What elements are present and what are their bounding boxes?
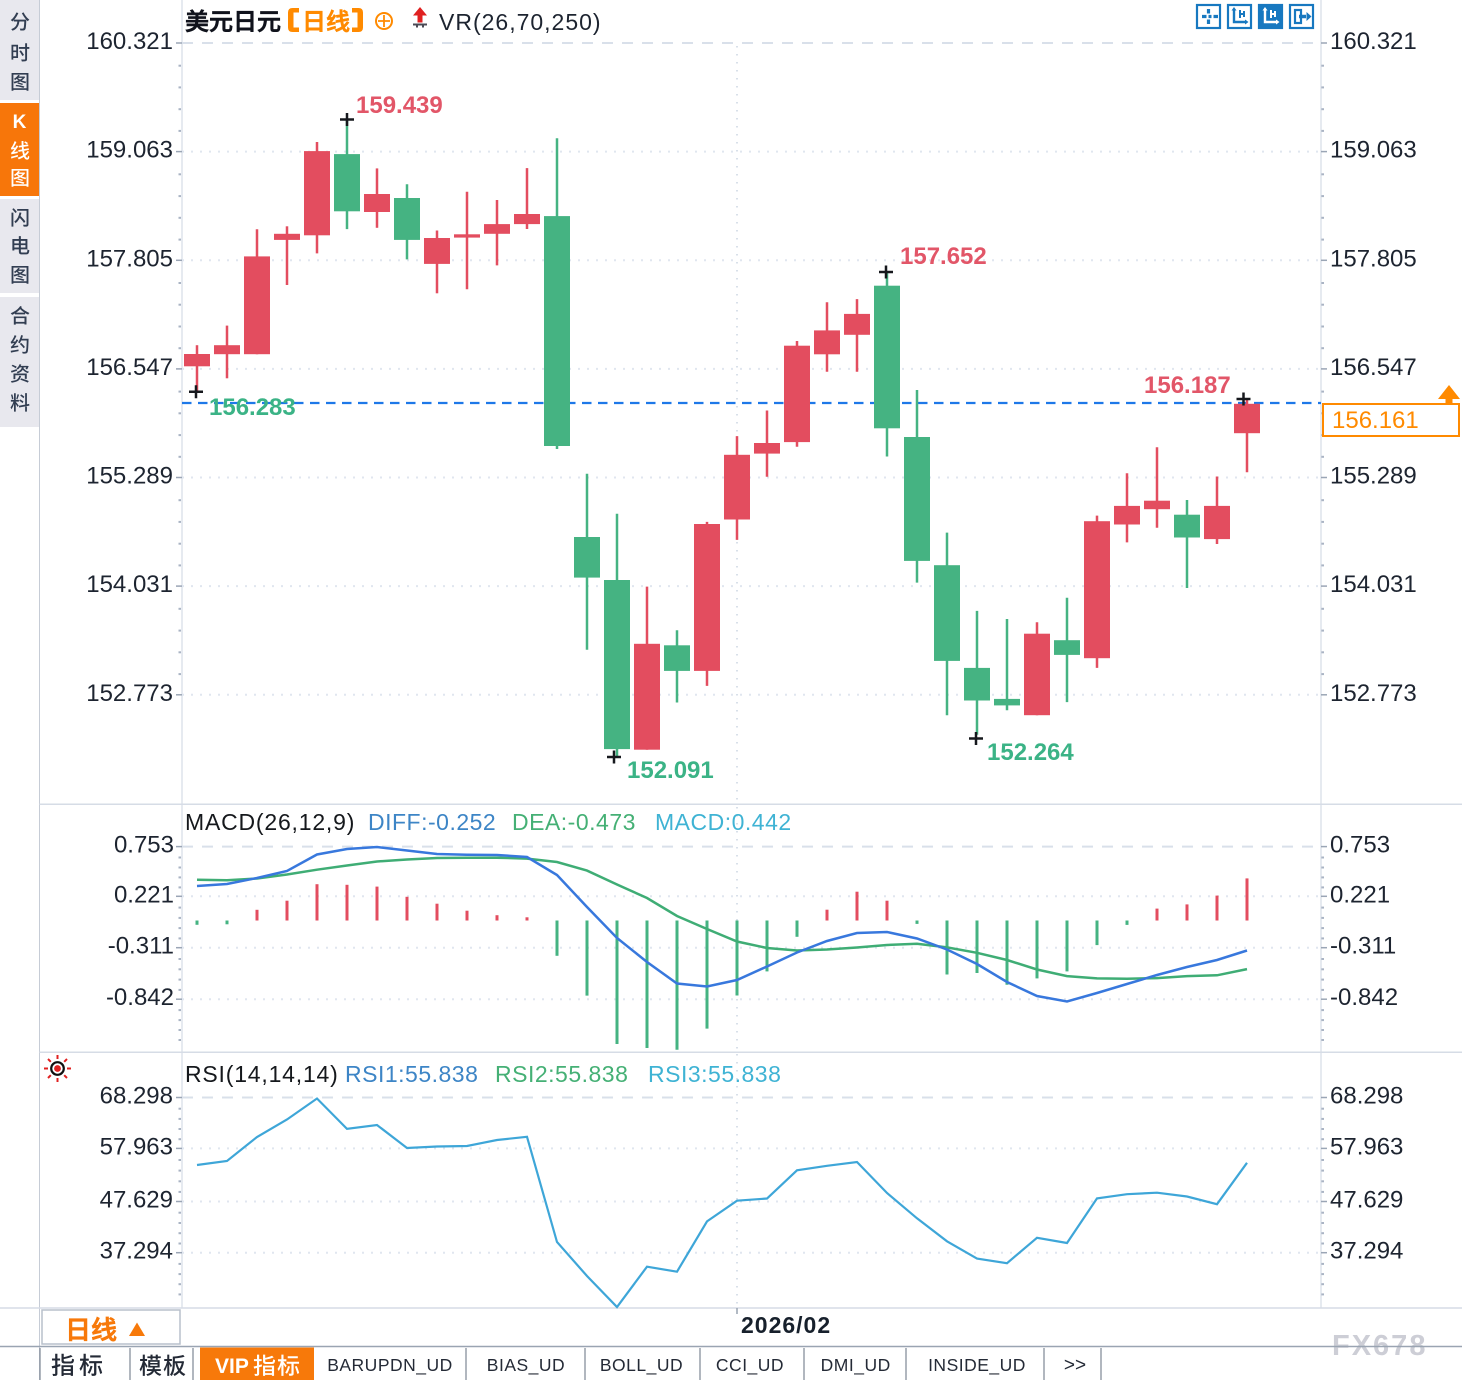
svg-text:VR(26,70,250): VR(26,70,250) <box>439 9 602 35</box>
svg-text:57.963: 57.963 <box>1330 1133 1403 1160</box>
svg-text:K: K <box>13 112 27 133</box>
svg-text:47.629: 47.629 <box>1330 1187 1403 1214</box>
svg-text:2026/02: 2026/02 <box>741 1312 831 1338</box>
svg-text:156.547: 156.547 <box>86 354 173 381</box>
svg-text:0.753: 0.753 <box>1330 832 1390 859</box>
svg-text:BOLL_UD: BOLL_UD <box>600 1355 683 1376</box>
svg-text:0.753: 0.753 <box>114 832 174 859</box>
svg-text:BARUPDN_UD: BARUPDN_UD <box>327 1355 453 1376</box>
svg-text:47.629: 47.629 <box>100 1187 173 1214</box>
svg-text:DMI_UD: DMI_UD <box>821 1355 891 1376</box>
svg-text:RSI1:55.838: RSI1:55.838 <box>345 1061 478 1087</box>
svg-text:155.289: 155.289 <box>1330 463 1417 490</box>
svg-text:INSIDE_UD: INSIDE_UD <box>928 1355 1026 1376</box>
svg-text:159.439: 159.439 <box>356 92 443 119</box>
svg-text:157.805: 157.805 <box>86 245 173 272</box>
svg-text:68.298: 68.298 <box>100 1083 173 1110</box>
svg-text:CCI_UD: CCI_UD <box>716 1355 784 1376</box>
svg-text:RSI3:55.838: RSI3:55.838 <box>648 1061 781 1087</box>
svg-text:154.031: 154.031 <box>86 571 173 598</box>
svg-text:157.652: 157.652 <box>900 243 987 270</box>
svg-text:DEA:-0.473: DEA:-0.473 <box>512 809 636 835</box>
svg-text:MACD:0.442: MACD:0.442 <box>655 809 792 835</box>
svg-text:0.221: 0.221 <box>114 881 174 908</box>
svg-text:RSI(14,14,14): RSI(14,14,14) <box>185 1061 339 1087</box>
svg-text:156.283: 156.283 <box>209 394 296 421</box>
svg-text:-0.311: -0.311 <box>1330 933 1396 960</box>
svg-text:156.547: 156.547 <box>1330 354 1417 381</box>
svg-text:37.294: 37.294 <box>1330 1238 1403 1265</box>
svg-text:152.773: 152.773 <box>1330 680 1417 707</box>
svg-text:154.031: 154.031 <box>1330 571 1417 598</box>
svg-text:152.091: 152.091 <box>627 757 714 784</box>
svg-text:-0.842: -0.842 <box>1330 984 1398 1011</box>
svg-text:160.321: 160.321 <box>86 28 173 55</box>
svg-text:159.063: 159.063 <box>1330 137 1417 164</box>
svg-text:156.187: 156.187 <box>1144 372 1231 399</box>
svg-text:RSI2:55.838: RSI2:55.838 <box>495 1061 628 1087</box>
svg-text:-0.311: -0.311 <box>108 933 174 960</box>
svg-text:0.221: 0.221 <box>1330 881 1390 908</box>
svg-text:160.321: 160.321 <box>1330 28 1417 55</box>
svg-text:>>: >> <box>1064 1355 1086 1376</box>
svg-text:152.773: 152.773 <box>86 680 173 707</box>
svg-text:-0.842: -0.842 <box>106 984 174 1011</box>
svg-text:68.298: 68.298 <box>1330 1083 1403 1110</box>
svg-text:DIFF:-0.252: DIFF:-0.252 <box>368 809 496 835</box>
svg-text:VIP: VIP <box>215 1355 249 1378</box>
svg-text:156.161: 156.161 <box>1332 407 1419 434</box>
svg-text:157.805: 157.805 <box>1330 245 1417 272</box>
svg-text:BIAS_UD: BIAS_UD <box>487 1355 565 1376</box>
svg-text:159.063: 159.063 <box>86 137 173 164</box>
svg-text:MACD(26,12,9): MACD(26,12,9) <box>185 809 355 835</box>
svg-text:152.264: 152.264 <box>987 739 1074 766</box>
svg-text:37.294: 37.294 <box>100 1238 173 1265</box>
svg-text:155.289: 155.289 <box>86 463 173 490</box>
svg-text:57.963: 57.963 <box>100 1133 173 1160</box>
